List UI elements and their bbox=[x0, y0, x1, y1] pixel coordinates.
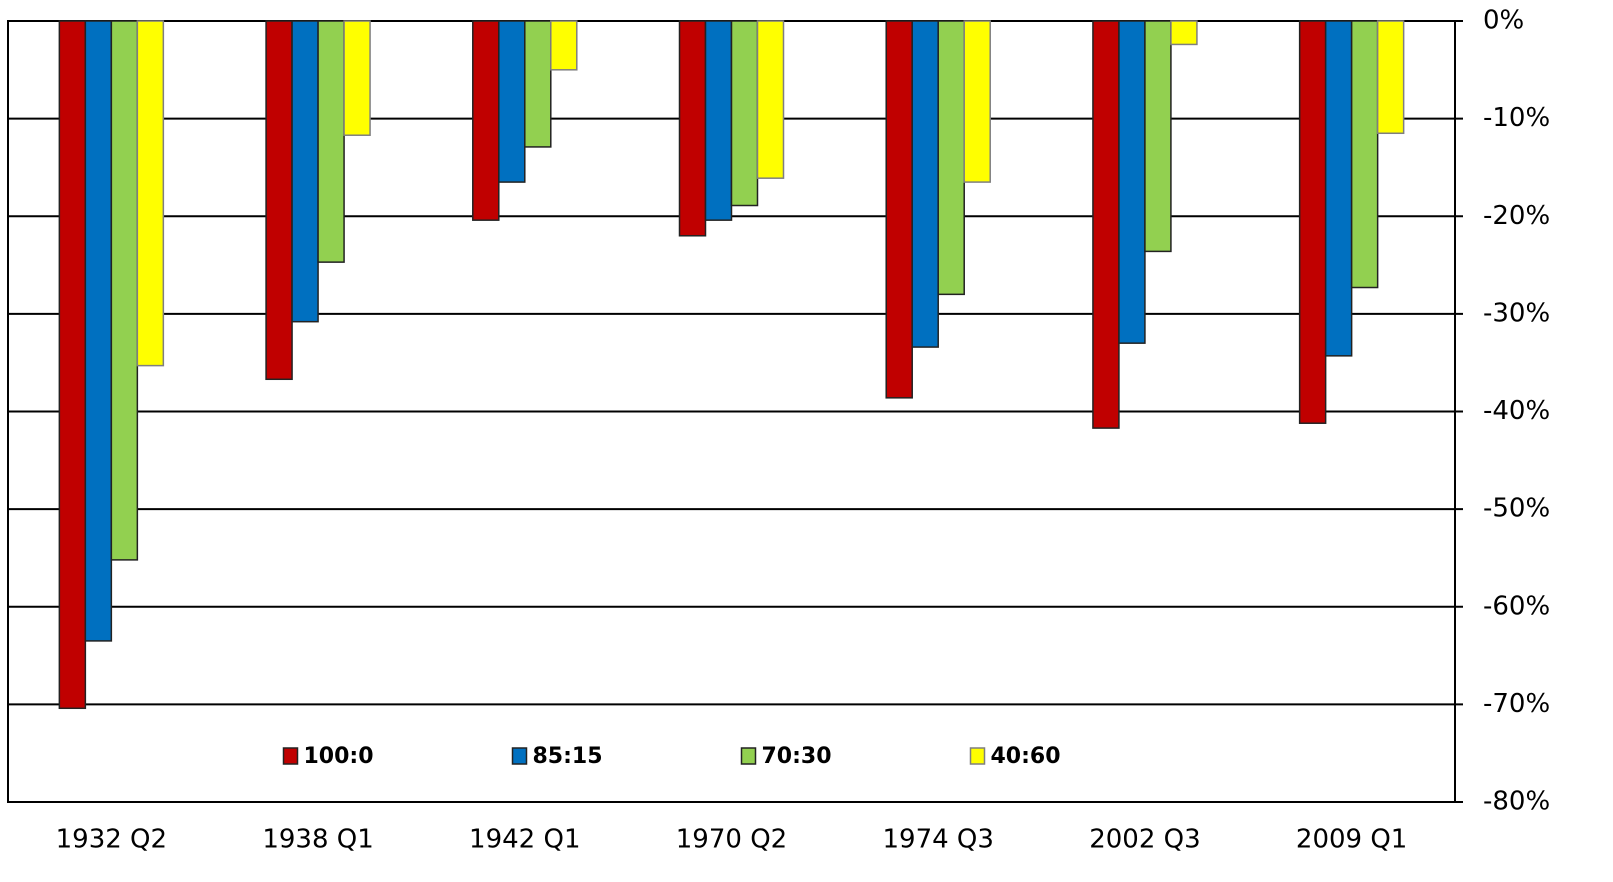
bar bbox=[704, 20, 733, 221]
bar bbox=[937, 20, 965, 296]
bar bbox=[550, 20, 578, 71]
legend-label: 85:15 bbox=[533, 744, 603, 769]
x-tick-label: 1970 Q2 bbox=[676, 825, 787, 855]
legend-label: 70:30 bbox=[762, 744, 832, 769]
y-tick-label: -20% bbox=[1483, 201, 1550, 231]
bar bbox=[317, 20, 345, 263]
bar bbox=[1298, 20, 1327, 424]
y-tick-label: -80% bbox=[1483, 787, 1550, 817]
x-tick-label: 2009 Q1 bbox=[1296, 825, 1407, 855]
bar bbox=[678, 20, 707, 237]
x-tick-label: 1974 Q3 bbox=[882, 825, 993, 855]
bar bbox=[885, 20, 913, 399]
x-tick-label: 1942 Q1 bbox=[469, 825, 580, 855]
bar bbox=[265, 20, 293, 381]
bar bbox=[911, 20, 939, 348]
x-tick-label: 2002 Q3 bbox=[1089, 825, 1200, 855]
y-tick-label: 0% bbox=[1483, 6, 1524, 36]
bar bbox=[1144, 20, 1172, 253]
bar bbox=[498, 20, 526, 183]
bar bbox=[1376, 20, 1405, 135]
legend-label: 100:0 bbox=[304, 744, 374, 769]
bar bbox=[1350, 20, 1379, 289]
bar bbox=[1092, 20, 1120, 429]
y-tick-label: -60% bbox=[1483, 591, 1550, 621]
y-tick-label: -10% bbox=[1483, 103, 1550, 133]
bar bbox=[472, 20, 500, 221]
bar bbox=[136, 20, 165, 367]
bar bbox=[730, 20, 759, 207]
y-tick-label: -40% bbox=[1483, 396, 1550, 426]
bar bbox=[58, 20, 87, 710]
bar bbox=[524, 20, 552, 148]
legend-swatch bbox=[969, 747, 986, 765]
bar bbox=[110, 20, 139, 561]
legend-swatch bbox=[511, 747, 528, 765]
bar bbox=[1170, 20, 1198, 46]
y-tick-label: -50% bbox=[1483, 494, 1550, 524]
bar bbox=[84, 20, 113, 642]
x-tick-label: 1932 Q2 bbox=[56, 825, 167, 855]
bar bbox=[291, 20, 319, 323]
y-tick-label: -30% bbox=[1483, 298, 1550, 328]
legend-label: 40:60 bbox=[991, 744, 1061, 769]
legend-swatch bbox=[282, 747, 299, 765]
bar bbox=[1118, 20, 1146, 344]
bar bbox=[343, 20, 371, 136]
bar bbox=[1324, 20, 1353, 357]
bar bbox=[963, 20, 991, 183]
y-tick-label: -70% bbox=[1483, 689, 1550, 719]
bar bbox=[756, 20, 785, 179]
x-tick-label: 1938 Q1 bbox=[262, 825, 373, 855]
legend-swatch bbox=[740, 747, 757, 765]
